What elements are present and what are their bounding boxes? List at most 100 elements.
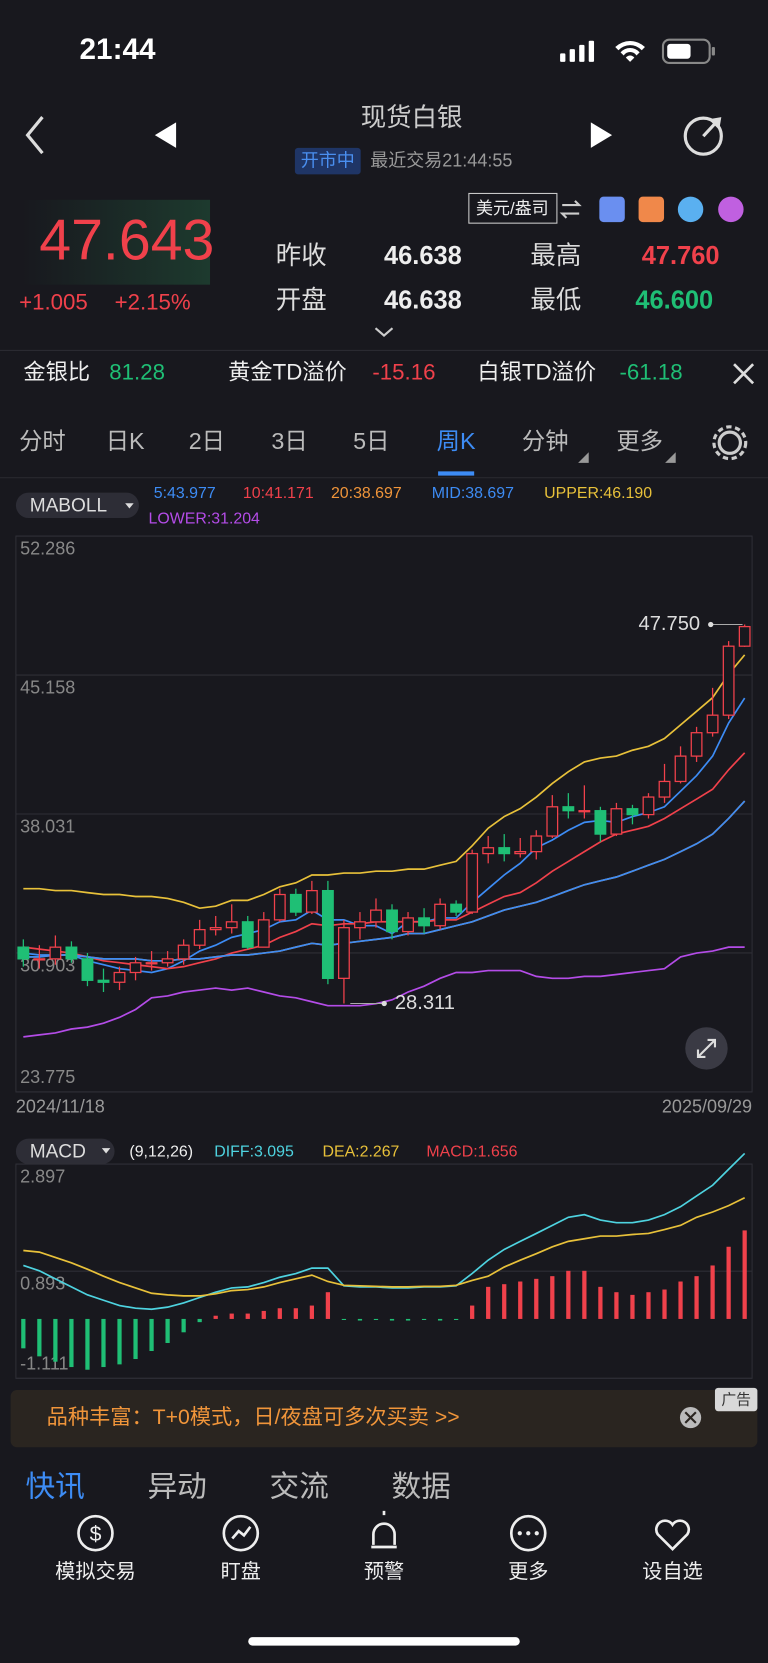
nav-item[interactable]: 预警 xyxy=(364,1560,404,1583)
legend-label: DIFF:3.095 xyxy=(214,1144,294,1161)
nav-dots xyxy=(517,1531,539,1536)
zoom-button[interactable] xyxy=(685,1027,728,1070)
news-tab[interactable]: 异动 xyxy=(147,1470,206,1503)
tool-icons[interactable] xyxy=(599,196,744,223)
tab-active[interactable]: 周K xyxy=(437,428,476,454)
stat-value: 46.600 xyxy=(635,286,713,314)
macd-bar xyxy=(389,1318,395,1321)
nav-item[interactable]: 盯盘 xyxy=(221,1560,261,1583)
macd-bar xyxy=(213,1315,218,1319)
macd-bar xyxy=(502,1284,507,1319)
macd-bar xyxy=(117,1318,122,1365)
news-tabs: 快讯 异动 交流 数据 xyxy=(25,1470,450,1503)
charts: 52.28645.15838.03130.90323.7752024/11/18… xyxy=(15,535,753,1379)
tab[interactable]: 日K xyxy=(106,428,145,454)
unit[interactable]: 美元/盎司 xyxy=(476,199,549,218)
macd-bar xyxy=(197,1318,202,1323)
annotation-dot xyxy=(708,621,714,628)
macd-bar xyxy=(437,1318,443,1321)
nav-item[interactable]: 更多 xyxy=(508,1560,548,1583)
macd-bar xyxy=(678,1281,683,1319)
macd-bar xyxy=(261,1310,266,1319)
macd-bar xyxy=(598,1286,603,1319)
ad-close[interactable] xyxy=(679,1406,702,1429)
tab[interactable]: 分钟 xyxy=(522,428,569,454)
candle-body xyxy=(610,808,623,835)
tab[interactable]: 2日 xyxy=(189,428,225,454)
candle-body xyxy=(498,847,511,855)
indicator-line xyxy=(23,697,746,974)
candle-body xyxy=(49,946,62,960)
news-tab-active[interactable]: 快讯 xyxy=(25,1470,84,1503)
last-trade: 最近交易21:44:55 xyxy=(370,150,512,170)
settings-button[interactable] xyxy=(712,425,748,461)
macd-bar xyxy=(21,1318,26,1349)
spread-label: 白银TD溢价 xyxy=(477,360,596,385)
indicator[interactable]: MACD xyxy=(30,1141,86,1162)
candle-body xyxy=(594,810,607,835)
spread-value: -15.16 xyxy=(372,360,435,385)
macd-bar xyxy=(405,1318,411,1321)
prev-button[interactable] xyxy=(154,122,177,148)
y-tick-label: 38.031 xyxy=(20,817,75,837)
candle-body xyxy=(402,917,414,933)
ad-banner[interactable] xyxy=(10,1389,758,1448)
macd-legend: (9,12,26) DIFF:3.095 DEA:2.267 MACD:1.65… xyxy=(129,1144,517,1161)
macd-bar xyxy=(710,1265,715,1319)
stats: 昨收 46.638 开盘 46.638 最高 47.760 最低 46.600 xyxy=(276,242,720,315)
indicator[interactable]: MABOLL xyxy=(30,495,107,516)
indicator-pill[interactable] xyxy=(15,492,139,519)
candle-body xyxy=(642,796,655,816)
tab[interactable]: 3日 xyxy=(271,428,307,454)
macd-bar xyxy=(486,1286,491,1319)
macd-bar xyxy=(726,1246,731,1319)
macd-bar xyxy=(85,1318,90,1370)
spread-label: 黄金TD溢价 xyxy=(228,360,347,385)
indicator-pill[interactable] xyxy=(15,1138,115,1165)
expand-icon[interactable] xyxy=(374,327,394,337)
refresh-button[interactable] xyxy=(683,116,723,156)
badge: 开市中 xyxy=(301,150,355,170)
nav-item[interactable]: 设自选 xyxy=(642,1560,702,1583)
candle-body xyxy=(81,958,94,981)
macd-bar xyxy=(293,1308,298,1319)
spread-label: 金银比 xyxy=(23,360,90,385)
candle-body xyxy=(450,903,463,913)
candle-body xyxy=(578,810,591,813)
tab[interactable]: 更多 xyxy=(616,428,663,454)
candle-body xyxy=(386,909,398,933)
tab[interactable]: 5日 xyxy=(353,428,389,454)
tab[interactable]: 分时 xyxy=(19,428,66,454)
y-tick-label: 2.897 xyxy=(20,1167,65,1187)
candle-body xyxy=(530,835,543,853)
back-button[interactable] xyxy=(25,116,44,155)
candle-body xyxy=(113,971,126,983)
indicator-line xyxy=(23,752,746,970)
y-tick-label: 23.775 xyxy=(20,1067,75,1087)
candle-body xyxy=(738,625,751,647)
news-tab[interactable]: 交流 xyxy=(269,1470,328,1503)
candle-body xyxy=(562,806,575,812)
candle-body xyxy=(482,847,495,855)
candle-body xyxy=(145,962,158,965)
macd-bar xyxy=(534,1278,539,1319)
change-pct: +2.15% xyxy=(115,290,191,315)
macd-bar xyxy=(149,1318,154,1352)
ad-tag: 广告 xyxy=(721,1392,751,1409)
period-tabs: 分时 日K 2日 3日 5日 周K 分钟 更多 xyxy=(19,428,663,454)
news-tab[interactable]: 数据 xyxy=(391,1470,450,1503)
macd-bar xyxy=(566,1270,571,1319)
close-spreads[interactable] xyxy=(733,363,755,385)
macd-bar xyxy=(518,1281,523,1319)
swap-icon[interactable] xyxy=(559,200,582,219)
x-tick-label: 2024/11/18 xyxy=(16,1097,105,1117)
candle-body xyxy=(193,928,206,946)
candle-body xyxy=(706,714,719,734)
unit-box[interactable] xyxy=(468,192,558,224)
next-button[interactable] xyxy=(590,122,613,148)
ad-text[interactable]: 品种丰富：T+0模式，日/夜盘可多次买卖 >> xyxy=(47,1405,460,1429)
y-tick-label: 52.286 xyxy=(20,539,75,559)
legend-label: 10:41.171 xyxy=(243,485,314,502)
nav-item[interactable]: 模拟交易 xyxy=(55,1560,136,1583)
macd-bar xyxy=(454,1318,459,1321)
